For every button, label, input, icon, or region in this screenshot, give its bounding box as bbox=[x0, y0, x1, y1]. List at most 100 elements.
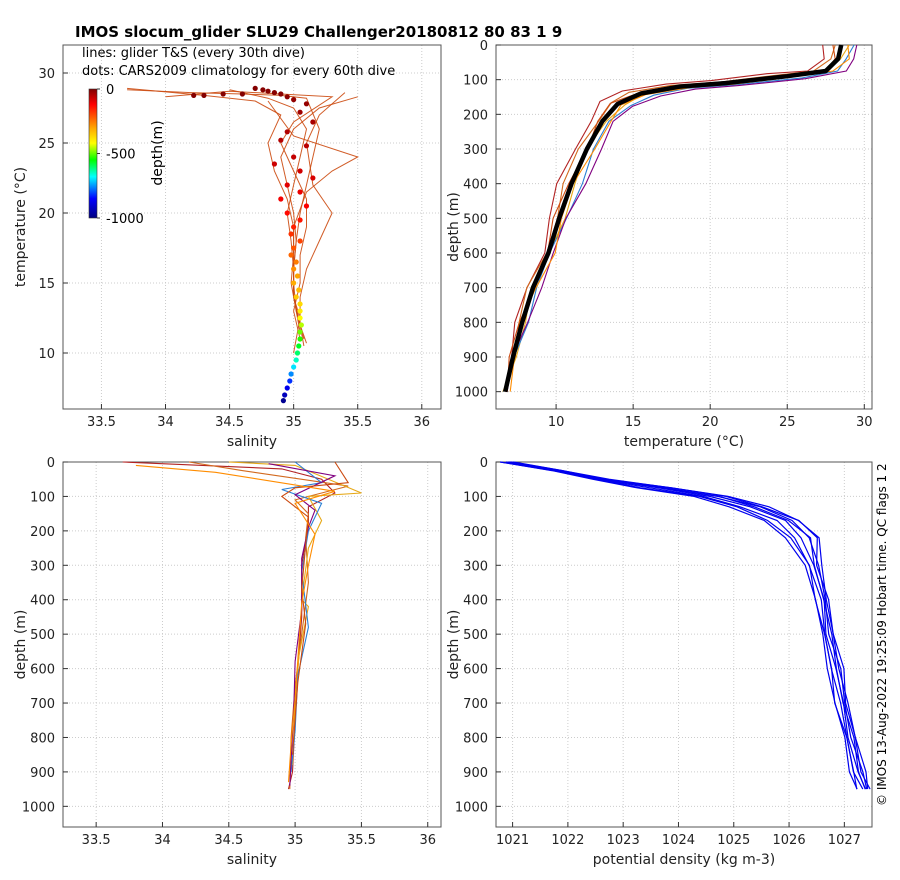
x-tick-label: 1026 bbox=[773, 833, 806, 848]
climatology-dot bbox=[294, 350, 301, 356]
x-tick-label: 1021 bbox=[496, 833, 529, 848]
y-tick-label: 500 bbox=[463, 212, 488, 227]
y-tick-label: 200 bbox=[30, 525, 55, 540]
glider-temperature-line bbox=[502, 44, 855, 392]
climatology-dot bbox=[291, 364, 297, 370]
climatology-dot bbox=[297, 301, 303, 307]
glider-density-line bbox=[500, 461, 858, 790]
climatology-dot bbox=[297, 329, 303, 335]
colorbar-tick-label: -500 bbox=[106, 148, 136, 163]
climatology-dot bbox=[288, 371, 294, 377]
y-tick-label: 700 bbox=[463, 282, 488, 297]
x-axis-label: potential density (kg m-3) bbox=[593, 852, 775, 868]
x-axis-label: salinity bbox=[227, 434, 277, 450]
ts-diagram-panel: 33.5 34 34.5 35 35.5 36 10 15 20 25 30 salinity temp… bbox=[13, 44, 442, 450]
x-tick-label: 34.5 bbox=[214, 833, 243, 848]
climatology-dot bbox=[297, 238, 303, 244]
glider-temperature-line bbox=[505, 44, 825, 392]
x-tick-label: 33.5 bbox=[87, 415, 116, 430]
climatology-dot bbox=[294, 273, 301, 279]
glider-salinity-line bbox=[268, 463, 337, 786]
y-tick-label: 900 bbox=[463, 766, 488, 781]
glider-density-line bbox=[500, 461, 858, 790]
y-tick-label: 1000 bbox=[455, 800, 488, 815]
y-tick-label: 300 bbox=[463, 559, 488, 574]
climatology-dot bbox=[291, 245, 297, 251]
climatology-dot bbox=[284, 385, 290, 391]
glider-density-line bbox=[511, 461, 869, 790]
density-profile-panel: 1021 1022 1023 1024 1025 1026 1027 0 100 200 300 40… bbox=[446, 456, 873, 868]
climatology-dot bbox=[291, 97, 297, 103]
y-tick-label: 600 bbox=[463, 663, 488, 678]
glider-density-line bbox=[508, 461, 867, 790]
y-tick-label: 400 bbox=[463, 178, 488, 193]
climatology-temperature-line bbox=[503, 44, 844, 393]
climatology-dot bbox=[291, 224, 297, 230]
y-tick-label: 300 bbox=[463, 143, 488, 158]
climatology-dot bbox=[297, 217, 303, 223]
y-tick-label: 900 bbox=[30, 766, 55, 781]
climatology-dot bbox=[297, 189, 303, 195]
x-tick-label: 20 bbox=[702, 415, 719, 430]
colorbar-label: depth(m) bbox=[150, 120, 166, 185]
y-tick-label: 0 bbox=[480, 456, 488, 471]
y-tick-label: 200 bbox=[463, 108, 488, 123]
glider-ts-line bbox=[267, 100, 359, 340]
climatology-dot bbox=[271, 90, 278, 96]
y-tick-label: 400 bbox=[463, 594, 488, 609]
climatology-dot bbox=[239, 91, 245, 97]
y-axis-label: depth (m) bbox=[13, 610, 29, 680]
glider-ts-line bbox=[165, 90, 334, 340]
glider-salinity-line bbox=[280, 461, 350, 755]
x-axis-label: salinity bbox=[227, 852, 277, 868]
climatology-dot bbox=[278, 91, 284, 97]
climatology-dot bbox=[310, 119, 316, 125]
glider-salinity-line bbox=[135, 464, 336, 783]
colorbar-tick-label: -1000 bbox=[106, 212, 144, 227]
y-tick-label: 300 bbox=[30, 559, 55, 574]
climatology-dot bbox=[297, 336, 303, 342]
climatology-dot bbox=[297, 109, 303, 115]
climatology-dot bbox=[297, 168, 303, 174]
legend-entry: dots: CARS2009 climatology for every 60t… bbox=[82, 64, 395, 79]
y-tick-label: 800 bbox=[30, 731, 55, 746]
x-tick-label: 35 bbox=[287, 833, 304, 848]
x-tick-label: 1023 bbox=[607, 833, 640, 848]
x-tick-label: 30 bbox=[856, 415, 873, 430]
colorbar-tick-label: 0 bbox=[106, 83, 114, 98]
climatology-dot bbox=[296, 287, 302, 293]
climatology-dot bbox=[280, 398, 286, 404]
x-tick-label: 1024 bbox=[662, 833, 695, 848]
glider-density-line bbox=[508, 461, 866, 790]
climatology-dot bbox=[303, 143, 310, 149]
climatology-dot bbox=[278, 196, 284, 202]
x-tick-label: 35 bbox=[285, 415, 302, 430]
climatology-dot bbox=[297, 308, 303, 314]
x-tick-label: 33.5 bbox=[82, 833, 111, 848]
y-tick-label: 700 bbox=[30, 697, 55, 712]
glider-density-line bbox=[513, 461, 871, 790]
climatology-dot bbox=[284, 210, 290, 216]
x-axis-label: temperature (°C) bbox=[624, 434, 744, 450]
climatology-dot bbox=[293, 259, 299, 265]
climatology-dot bbox=[288, 252, 294, 258]
axes-frame bbox=[495, 44, 873, 410]
climatology-dot bbox=[278, 137, 284, 143]
x-tick-label: 34 bbox=[154, 833, 171, 848]
glider-temperature-line bbox=[506, 44, 858, 392]
y-tick-label: 600 bbox=[30, 663, 55, 678]
climatology-dot bbox=[291, 280, 297, 286]
y-tick-label: 500 bbox=[30, 628, 55, 643]
climatology-dot bbox=[303, 101, 310, 107]
climatology-dot bbox=[303, 203, 310, 209]
x-tick-label: 36 bbox=[414, 415, 431, 430]
climatology-dot bbox=[220, 91, 226, 97]
y-tick-label: 10 bbox=[38, 347, 55, 362]
y-tick-label: 400 bbox=[30, 594, 55, 609]
figure-title: IMOS slocum_glider SLU29 Challenger20180… bbox=[75, 23, 562, 41]
y-tick-label: 200 bbox=[463, 525, 488, 540]
y-tick-label: 500 bbox=[463, 628, 488, 643]
climatology-dot bbox=[260, 87, 266, 93]
x-tick-label: 25 bbox=[779, 415, 796, 430]
